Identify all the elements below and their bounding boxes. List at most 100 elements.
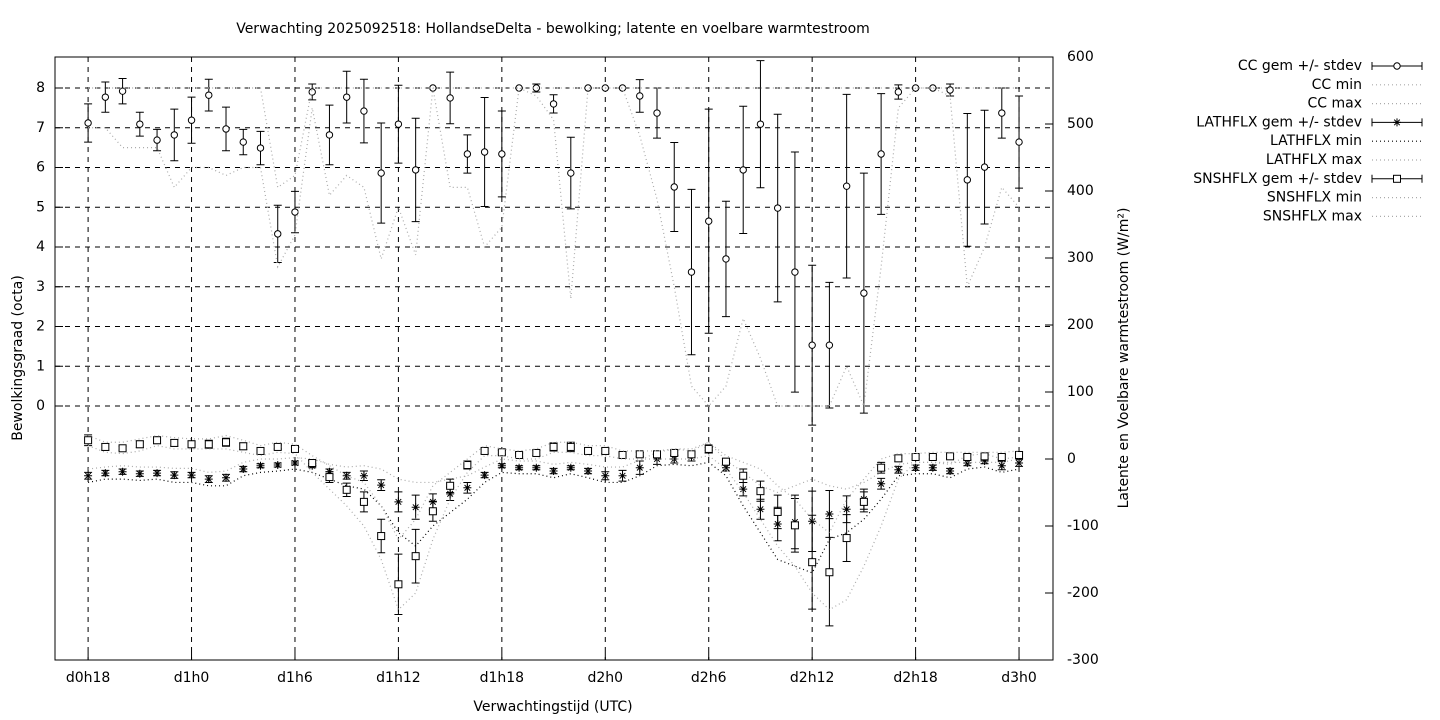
marker-star [584, 467, 593, 476]
marker-circle [670, 183, 678, 191]
marker-circle [1015, 138, 1023, 146]
marker-circle [222, 125, 230, 133]
marker-star [894, 465, 903, 474]
x-tick-label: d2h12 [790, 670, 834, 686]
x-tick-label: d2h0 [587, 670, 623, 686]
marker-circle [84, 119, 92, 127]
marker-square [239, 442, 248, 451]
marker-circle [549, 100, 558, 108]
marker-square [118, 444, 127, 453]
legend-label: CC gem +/- stdev [1238, 58, 1362, 74]
marker-star [1015, 459, 1024, 468]
marker-star [635, 463, 644, 472]
legend-label: CC min [1312, 77, 1362, 93]
marker-square [532, 448, 541, 457]
y2-tick-label: -300 [1067, 652, 1099, 668]
marker-circle [998, 109, 1006, 117]
marker-square [601, 446, 610, 455]
marker-square [997, 452, 1006, 461]
x-tick-label: d1h12 [376, 670, 420, 686]
marker-square [739, 471, 748, 480]
marker-star [911, 463, 920, 472]
marker-star [84, 471, 93, 480]
marker-square [325, 473, 334, 482]
marker-square [84, 436, 93, 445]
marker-square [1015, 450, 1024, 459]
marker-circle [877, 150, 885, 158]
y2-tick-label: 100 [1067, 384, 1094, 400]
chart-title: Verwachting 2025092518: HollandseDelta -… [236, 21, 870, 37]
marker-square [808, 558, 817, 567]
marker-circle [687, 268, 696, 276]
marker-star [377, 481, 386, 490]
marker-circle [773, 204, 782, 212]
marker-circle [739, 166, 747, 174]
marker-square [446, 481, 455, 490]
marker-square [946, 452, 955, 461]
marker-star [566, 463, 575, 472]
marker-square [377, 532, 386, 541]
marker-circle [342, 93, 351, 101]
marker-circle [446, 94, 454, 102]
y2-tick-label: -100 [1067, 518, 1099, 534]
marker-circle [653, 109, 661, 117]
marker-circle [791, 268, 799, 276]
marker-circle [308, 88, 316, 96]
marker-star [877, 479, 886, 488]
marker-square [497, 448, 506, 457]
y2-axis-label: Latente en Voelbare warmtestroom (W/m²) [1116, 208, 1132, 509]
marker-circle [480, 148, 489, 156]
marker-square [911, 452, 920, 461]
marker-star [756, 505, 765, 514]
marker-circle [894, 88, 903, 96]
marker-square [704, 444, 713, 453]
x-tick-label: d1h6 [277, 670, 313, 686]
marker-square [756, 487, 765, 496]
y-tick-label: 3 [36, 279, 45, 295]
marker-star [739, 485, 748, 494]
legend-label: CC max [1307, 96, 1362, 112]
marker-star [928, 463, 937, 472]
range-line [88, 87, 1020, 189]
marker-circle [187, 116, 196, 124]
marker-square [342, 485, 351, 494]
marker-star [601, 471, 610, 480]
marker-star [101, 469, 110, 478]
marker-circle [256, 144, 265, 152]
marker-square [721, 457, 730, 466]
marker-star [497, 461, 506, 470]
marker-star [135, 469, 144, 478]
marker-square [204, 440, 213, 449]
marker-star [825, 509, 834, 518]
y2-tick-label: 200 [1067, 317, 1094, 333]
plot-frame [54, 56, 1054, 661]
marker-square [653, 450, 662, 459]
marker-star [670, 455, 679, 463]
marker-square [773, 507, 782, 516]
marker-star [515, 463, 524, 472]
x-tick-label: d2h6 [691, 670, 727, 686]
marker-star [290, 459, 299, 468]
marker-square [463, 461, 472, 470]
legend-label: LATHFLX max [1266, 152, 1362, 168]
legend-marker [1393, 174, 1401, 183]
y2-tick-label: 400 [1067, 183, 1094, 199]
marker-square [790, 521, 799, 530]
marker-circle [239, 138, 247, 146]
marker-star [946, 467, 955, 476]
marker-square [480, 446, 489, 455]
marker-star [653, 455, 662, 463]
legend-label: LATHFLX min [1270, 133, 1362, 149]
marker-square [894, 454, 903, 463]
marker-square [170, 438, 179, 447]
marker-square [256, 446, 265, 455]
marker-circle [153, 136, 161, 144]
x-tick-label: d2h18 [893, 670, 937, 686]
marker-square [222, 438, 231, 447]
marker-star [549, 467, 558, 476]
marker-square [359, 497, 368, 506]
marker-star [411, 503, 420, 512]
marker-square [963, 452, 972, 461]
y-tick-label: 5 [36, 199, 45, 215]
marker-star [239, 465, 248, 474]
